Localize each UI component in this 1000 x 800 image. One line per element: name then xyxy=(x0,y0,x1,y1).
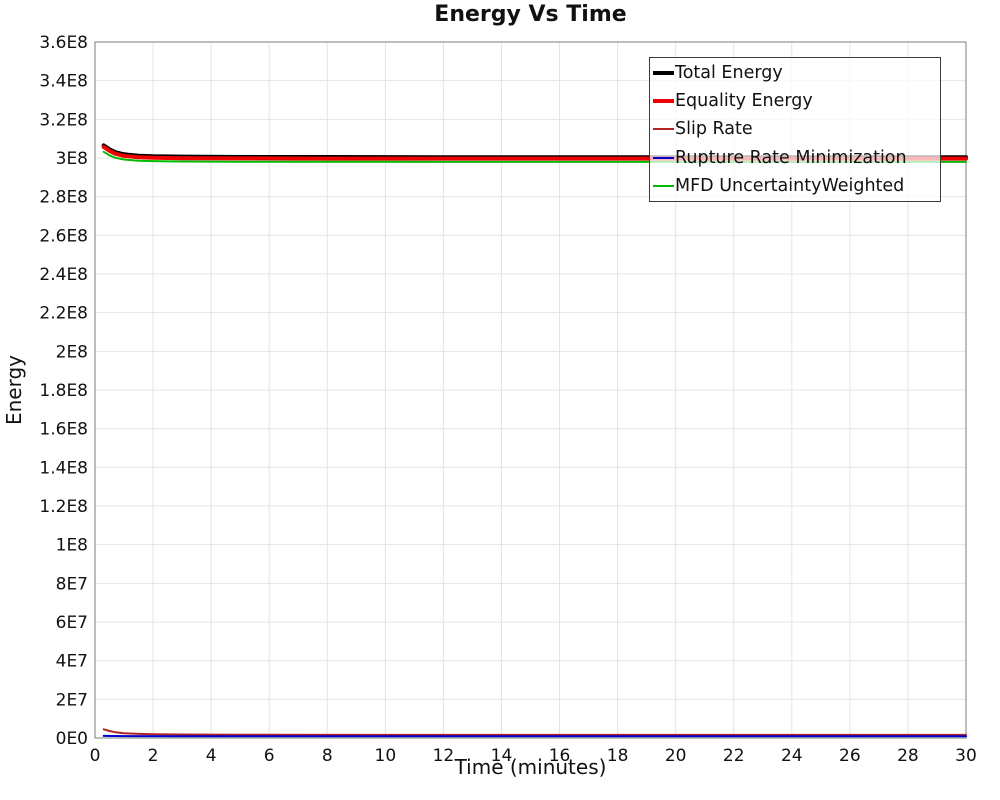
x-tick-label: 8 xyxy=(322,746,333,766)
y-tick-label: 2.6E8 xyxy=(39,226,88,246)
series-line xyxy=(102,728,967,736)
legend-box: Total Energy Equality Energy Slip Rate Rupt… xyxy=(649,57,941,202)
x-tick-label: 6 xyxy=(264,746,275,766)
x-tick-label: 24 xyxy=(781,746,803,766)
y-axis-label: Energy xyxy=(2,354,26,426)
y-tick-label: 3.2E8 xyxy=(39,110,88,130)
x-tick-label: 14 xyxy=(491,746,513,766)
y-tick-label: 2.2E8 xyxy=(39,304,88,324)
y-tick-label: 1.6E8 xyxy=(39,420,88,440)
legend-swatch-line xyxy=(653,184,674,187)
y-tick-label: 3.6E8 xyxy=(39,33,88,53)
x-axis-label: Time (minutes) xyxy=(454,755,607,779)
x-tick-label: 30 xyxy=(955,746,977,766)
y-tick-label: 4E7 xyxy=(56,652,88,672)
legend-item: MFD UncertaintyWeighted xyxy=(653,172,936,200)
legend-item: Total Energy xyxy=(653,59,936,87)
legend-swatch-line xyxy=(653,71,674,76)
y-tick-label: 3.4E8 xyxy=(39,72,88,92)
x-tick-label: 18 xyxy=(607,746,629,766)
y-tick-label: 1.8E8 xyxy=(39,381,88,401)
legend-item: Slip Rate xyxy=(653,115,936,143)
y-tick-label: 0E0 xyxy=(56,729,88,749)
x-tick-label: 20 xyxy=(665,746,687,766)
x-tick-label: 0 xyxy=(90,746,101,766)
legend-label: Total Energy xyxy=(675,63,783,84)
x-tick-label: 26 xyxy=(839,746,861,766)
legend-swatch-line xyxy=(653,99,674,104)
legend-item: Equality Energy xyxy=(653,87,936,115)
legend-item: Rupture Rate Minimization xyxy=(653,144,936,172)
y-tick-label: 8E7 xyxy=(56,574,88,594)
x-tick-label: 2 xyxy=(148,746,159,766)
series-line xyxy=(102,150,967,163)
x-tick-label: 4 xyxy=(206,746,217,766)
x-tick-label: 10 xyxy=(375,746,397,766)
y-tick-label: 2E7 xyxy=(56,690,88,710)
y-tick-label: 2.4E8 xyxy=(39,265,88,285)
legend-label: MFD UncertaintyWeighted xyxy=(675,175,905,196)
x-tick-label: 22 xyxy=(723,746,745,766)
legend-swatch-line xyxy=(653,128,674,131)
y-tick-label: 3E8 xyxy=(56,149,88,169)
series-line xyxy=(101,145,968,161)
legend-swatch-line xyxy=(653,156,674,159)
x-tick-label: 12 xyxy=(433,746,455,766)
y-tick-label: 2.8E8 xyxy=(39,188,88,208)
legend-label: Rupture Rate Minimization xyxy=(675,147,907,168)
legend-label: Slip Rate xyxy=(675,119,753,140)
y-tick-label: 1.4E8 xyxy=(39,458,88,478)
legend-label: Equality Energy xyxy=(675,91,813,112)
y-tick-label: 2E8 xyxy=(56,342,88,362)
y-tick-label: 1E8 xyxy=(56,536,88,556)
chart-title: Energy Vs Time xyxy=(434,2,627,27)
plot-frame xyxy=(94,41,967,739)
x-tick-label: 16 xyxy=(549,746,571,766)
y-tick-label: 1.2E8 xyxy=(39,497,88,517)
x-tick-label: 28 xyxy=(897,746,919,766)
y-tick-label: 6E7 xyxy=(56,613,88,633)
